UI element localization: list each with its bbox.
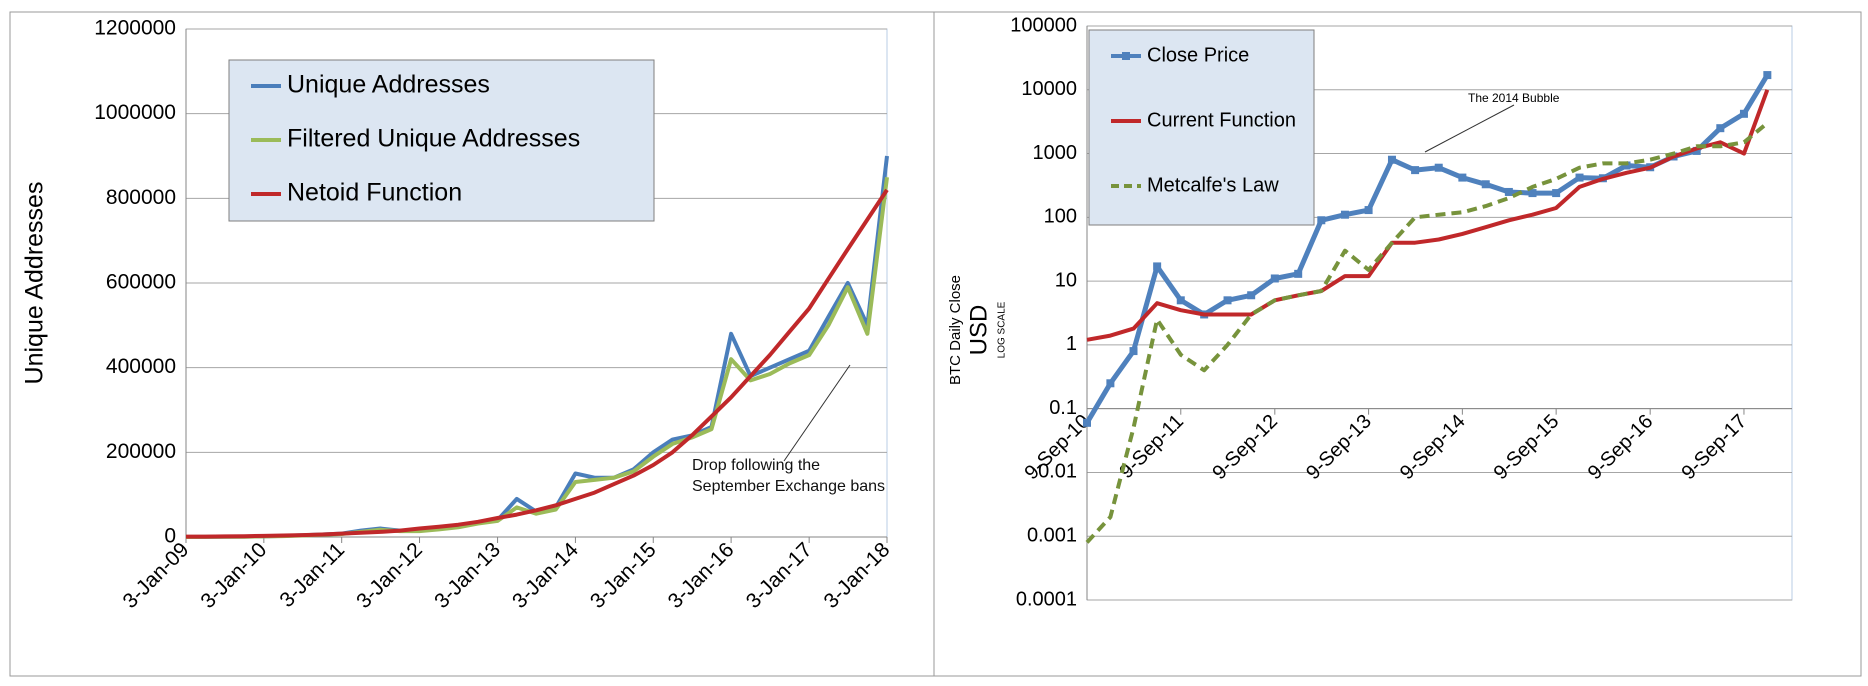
- x-tick-label: 3-Jan-13: [430, 538, 505, 613]
- y-tick-label: 0.01: [1038, 461, 1077, 483]
- series-line: [1085, 121, 1769, 544]
- y-tick-label: 10000: [1021, 78, 1077, 100]
- point-marker: [1129, 347, 1138, 356]
- legend-label: Current Function: [1147, 109, 1296, 131]
- point-marker: [1083, 418, 1091, 427]
- y-tick-label: 0.0001: [1016, 588, 1077, 610]
- point-marker: [1692, 146, 1701, 155]
- point-marker: [1739, 109, 1748, 118]
- legend-label: Metcalfe's Law: [1147, 174, 1279, 196]
- y-tick-label: 10: [1055, 269, 1077, 291]
- annotation: Drop following the September Exchange ba…: [692, 457, 886, 495]
- y-tick-label: 0.1: [1049, 397, 1077, 419]
- annotation: The 2014 Bubble: [1468, 91, 1560, 105]
- point-marker: [1763, 71, 1772, 80]
- point-marker: [1176, 296, 1185, 305]
- y-tick-label: 400000: [106, 355, 176, 378]
- y-axis-label: Unique Addresses: [21, 182, 49, 385]
- annotation-leader: [783, 364, 851, 462]
- x-tick-label: 3-Jan-15: [586, 538, 661, 613]
- y-axis-note: LOG SCALE: [997, 301, 1008, 358]
- annotation-box: Drop following the September Exchange ba…: [692, 457, 886, 495]
- point-marker: [1387, 155, 1396, 164]
- series-line: [1086, 89, 1770, 342]
- legend-label: Netoid Function: [287, 179, 462, 207]
- y-tick-label: 100: [1044, 206, 1077, 228]
- y-tick-label: 600000: [106, 271, 176, 294]
- y-axis-unit: USD: [965, 305, 992, 356]
- point-marker: [1247, 291, 1256, 300]
- point-marker: [1528, 189, 1537, 198]
- series-line: [186, 188, 889, 539]
- y-tick-label: 1000000: [94, 101, 176, 124]
- x-tick-label: 3-Jan-16: [664, 538, 739, 613]
- point-marker: [1270, 274, 1279, 283]
- y-tick-label: 1000: [1033, 142, 1078, 164]
- point-marker: [1340, 210, 1349, 219]
- y-tick-label: 100000: [1010, 14, 1077, 36]
- y-axis-label: BTC Daily Close: [947, 275, 964, 385]
- point-marker: [1411, 166, 1420, 175]
- x-tick-label: 3-Jan-10: [196, 538, 271, 613]
- x-tick-label: 3-Jan-18: [820, 538, 895, 613]
- point-marker: [1223, 296, 1232, 305]
- point-marker: [1622, 161, 1631, 170]
- legend-label: Unique Addresses: [287, 71, 490, 99]
- y-tick-label: 800000: [106, 186, 176, 209]
- y-tick-label: 0.001: [1027, 525, 1077, 547]
- point-marker: [1434, 163, 1443, 172]
- x-tick-label: 3-Jan-14: [508, 538, 583, 613]
- point-marker: [1716, 124, 1725, 133]
- point-marker: [1552, 189, 1561, 198]
- x-tick-label: 3-Jan-12: [352, 538, 427, 613]
- point-marker: [1153, 262, 1162, 271]
- x-tick-label: 3-Jan-17: [742, 538, 817, 613]
- annotation-leader: [1424, 104, 1515, 153]
- point-marker: [1317, 216, 1326, 225]
- legend-marker: [1122, 52, 1130, 60]
- legend-label: Filtered Unique Addresses: [287, 125, 580, 153]
- point-marker: [1364, 206, 1373, 215]
- y-tick-label: 1200000: [94, 17, 176, 40]
- x-tick-label: 3-Jan-09: [119, 538, 194, 613]
- point-marker: [1575, 173, 1584, 182]
- right-panel: [933, 11, 1862, 677]
- point-marker: [1106, 379, 1115, 388]
- x-tick-label: 3-Jan-11: [275, 538, 349, 612]
- y-tick-label: 0: [164, 525, 176, 548]
- point-marker: [1294, 269, 1303, 278]
- legend-box: [1088, 29, 1315, 226]
- y-tick-label: 1: [1066, 333, 1077, 355]
- legend-box: [228, 59, 655, 222]
- legend-label: Close Price: [1147, 44, 1249, 66]
- point-marker: [1481, 180, 1490, 189]
- y-tick-label: 200000: [106, 440, 176, 463]
- point-marker: [1504, 187, 1513, 196]
- point-marker: [1458, 173, 1467, 182]
